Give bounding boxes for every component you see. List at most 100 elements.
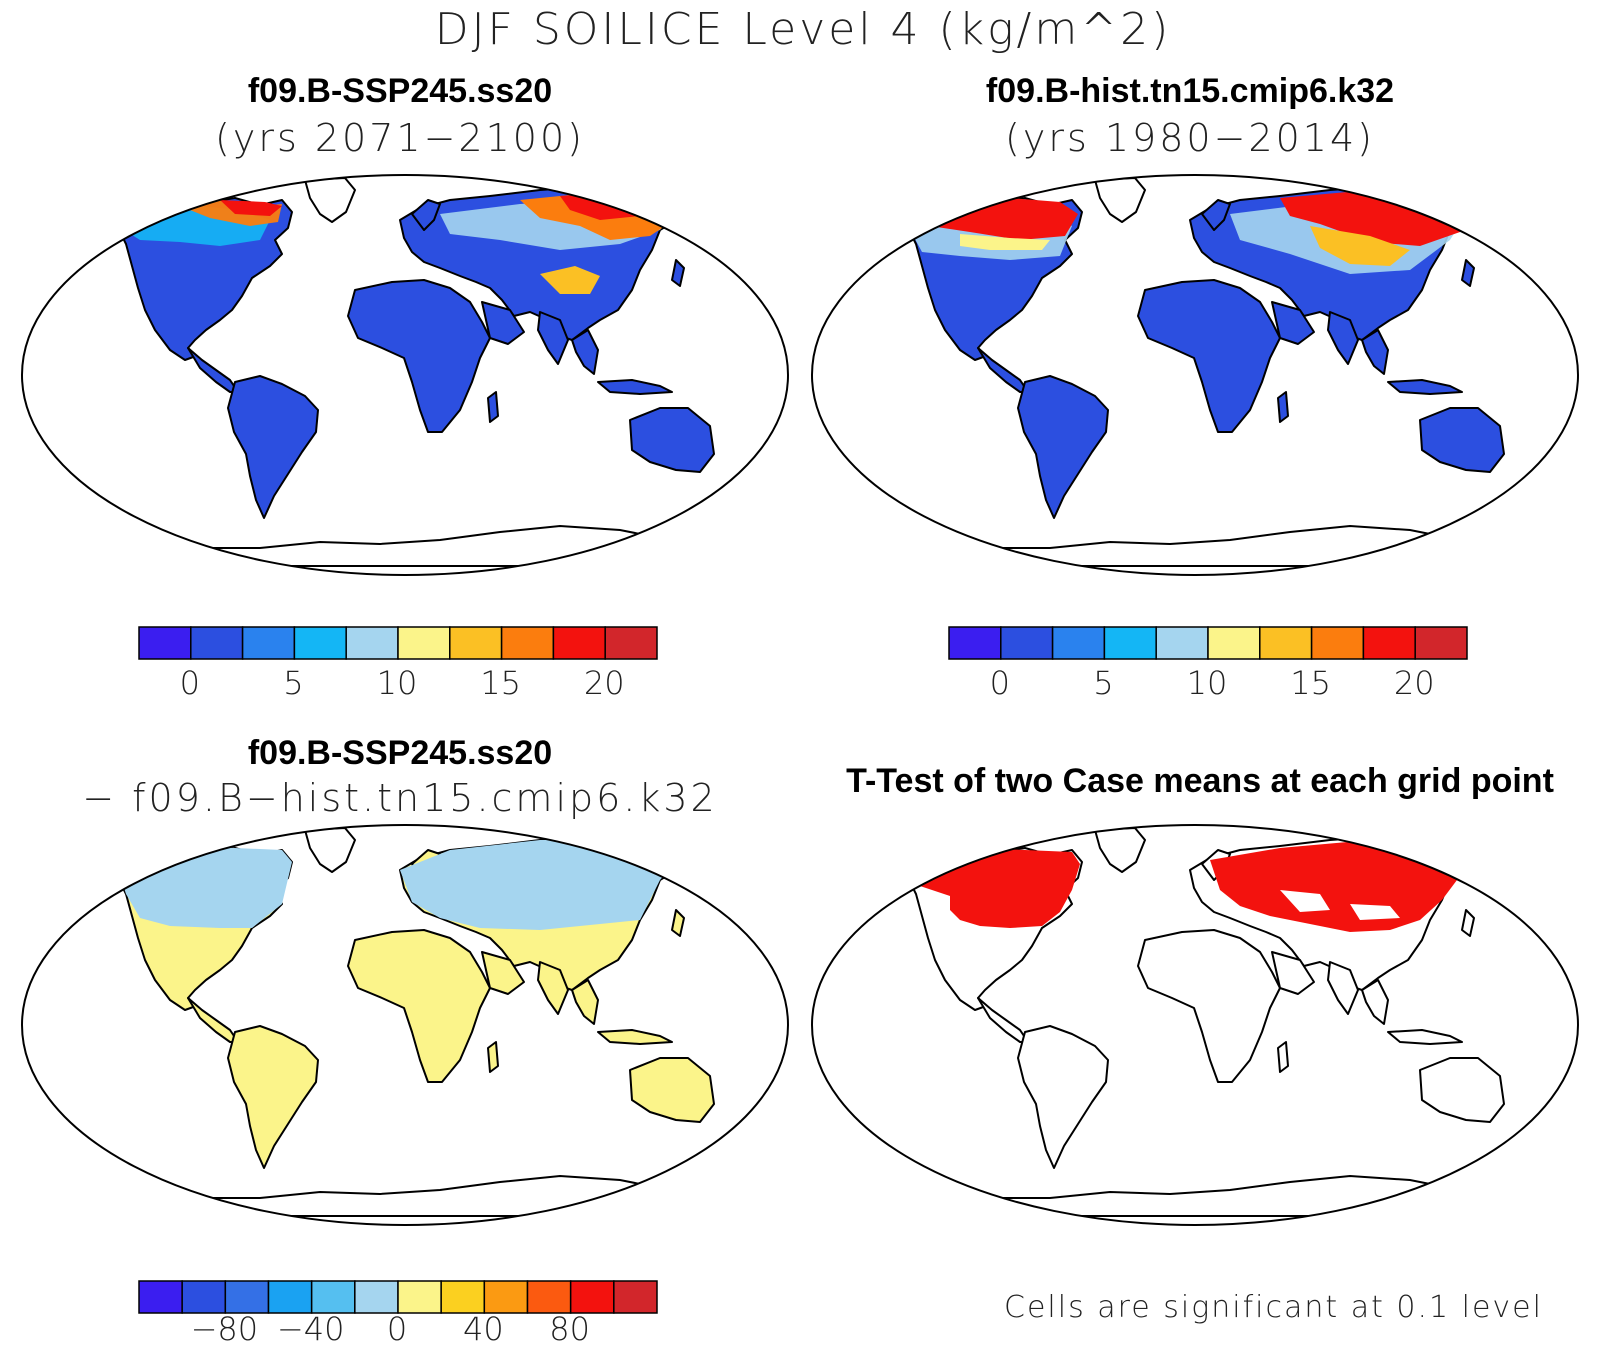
- colorbar-tick-label: 5: [1093, 664, 1114, 702]
- case2-subtitle: (yrs 1980−2014): [1005, 116, 1375, 160]
- colorbar-swatch-0: [948, 626, 1002, 660]
- land-seAsia: [1361, 979, 1389, 1025]
- land-southAmerica: [1017, 375, 1109, 519]
- colorbar-tick-label: 10: [1186, 664, 1228, 702]
- land-india: [537, 961, 569, 1015]
- eurasia-north-diff: [400, 840, 685, 930]
- colorbar-case2: [948, 626, 1468, 660]
- colorbar-tick-label: −80: [190, 1310, 259, 1348]
- map-border: [21, 174, 789, 576]
- land-greenland: [1094, 827, 1146, 873]
- colorbar-swatch-2: [241, 626, 296, 660]
- colorbar-case2-ticks: 0 5 10 15 20: [948, 664, 1466, 704]
- land-africa: [1137, 279, 1281, 433]
- land-madagascar: [487, 391, 499, 423]
- siberia-orange: [1310, 226, 1410, 266]
- land-japan: [1461, 259, 1475, 287]
- colorbar-diff: [138, 1280, 658, 1314]
- colorbar-swatch-4: [345, 626, 399, 660]
- land-southAmerica: [227, 1025, 319, 1169]
- colorbar-swatch-5: [1207, 626, 1261, 660]
- colorbar-swatch-4: [310, 1280, 356, 1314]
- land-madagascar: [1277, 391, 1289, 423]
- colorbar-tick-label: 40: [462, 1310, 504, 1348]
- colorbar-swatch-4: [1155, 626, 1209, 660]
- colorbar-tick-label: 15: [480, 664, 521, 702]
- ttest-title: T-Test of two Case means at each grid po…: [846, 762, 1554, 800]
- colorbar-tick-label: 15: [1290, 664, 1331, 702]
- figure-title: DJF SOILICE Level 4 (kg/m^2): [434, 4, 1172, 55]
- colorbar-swatch-6: [449, 626, 503, 660]
- eurasia-gaps: [1280, 890, 1400, 920]
- case1-title: f09.B-SSP245.ss20: [247, 72, 553, 110]
- map-border: [811, 174, 1579, 576]
- land-indonesia: [597, 1029, 673, 1045]
- land-arabia: [1271, 951, 1315, 995]
- land-australia: [629, 407, 715, 473]
- land-seAsia: [1361, 329, 1389, 375]
- land-madagascar: [487, 1041, 499, 1073]
- land-japan: [1461, 909, 1475, 937]
- colorbar-swatch-1: [181, 1280, 227, 1314]
- colorbar-tick-label: −40: [276, 1310, 345, 1348]
- colorbar-swatch-0: [138, 626, 192, 660]
- map-case1: [21, 174, 789, 576]
- map-border: [811, 824, 1579, 1226]
- colorbar-swatch-9: [526, 1280, 572, 1314]
- land-indonesia: [1387, 379, 1463, 395]
- na-north-diff: [115, 846, 292, 928]
- colorbar-swatch-3: [293, 626, 347, 660]
- land-arabia: [1271, 301, 1315, 345]
- na-arctic-red: [220, 200, 282, 216]
- colorbar-swatch-3: [1103, 626, 1157, 660]
- land-arabia: [481, 951, 525, 995]
- colorbar-swatch-1: [190, 626, 244, 660]
- diff-title: f09.B-SSP245.ss20: [247, 734, 553, 772]
- colorbar-tick-label: 0: [386, 1310, 408, 1348]
- colorbar-swatch-3: [267, 1280, 313, 1314]
- land-southAmerica: [1017, 1025, 1109, 1169]
- land-arabia: [481, 301, 525, 345]
- colorbar-diff-ticks: −80 −40 0 40 80: [138, 1310, 656, 1350]
- colorbar-swatch-6: [397, 1280, 442, 1314]
- colorbar-swatch-1: [1000, 626, 1054, 660]
- land-india: [1327, 961, 1359, 1015]
- land-greenland: [304, 177, 356, 223]
- colorbar-swatch-7: [1310, 626, 1365, 660]
- land-africa: [347, 279, 491, 433]
- na-yellow-band: [960, 234, 1050, 250]
- land-indonesia: [597, 379, 673, 395]
- map-ttest: [811, 824, 1579, 1226]
- colorbar-swatch-7: [440, 1280, 486, 1314]
- land-africa: [347, 929, 491, 1083]
- land-indonesia: [1387, 1029, 1463, 1045]
- colorbar-swatch-2: [1051, 626, 1106, 660]
- map-border: [21, 824, 789, 1226]
- colorbar-swatch-5: [397, 626, 451, 660]
- land-madagascar: [1277, 1041, 1289, 1073]
- colorbar-swatch-6: [1259, 626, 1313, 660]
- land-india: [537, 311, 569, 365]
- case2-title: f09.B-hist.tn15.cmip6.k32: [985, 72, 1395, 110]
- map-diff: [21, 824, 789, 1226]
- land-southAmerica: [227, 375, 319, 519]
- colorbar-swatch-8: [483, 1280, 529, 1314]
- colorbar-swatch-7: [500, 626, 555, 660]
- colorbar-swatch-11: [613, 1280, 658, 1314]
- colorbar-tick-label: 80: [549, 1310, 591, 1348]
- colorbar-swatch-8: [552, 626, 606, 660]
- land-japan: [671, 259, 685, 287]
- land-scandinavia: [1201, 199, 1231, 231]
- colorbar-swatch-9: [1414, 626, 1468, 660]
- colorbar-swatch-0: [138, 1280, 183, 1314]
- colorbar-swatch-5: [354, 1280, 399, 1314]
- colorbar-tick-label: 20: [583, 664, 625, 702]
- colorbar-tick-label: 10: [376, 664, 418, 702]
- colorbar-case1: [138, 626, 658, 660]
- land-greenland: [304, 827, 356, 873]
- colorbar-tick-label: 20: [1393, 664, 1435, 702]
- colorbar-tick-label: 0: [989, 664, 1010, 702]
- land-seAsia: [571, 329, 599, 375]
- colorbar-tick-label: 0: [179, 664, 200, 702]
- land-greenland: [1094, 177, 1146, 223]
